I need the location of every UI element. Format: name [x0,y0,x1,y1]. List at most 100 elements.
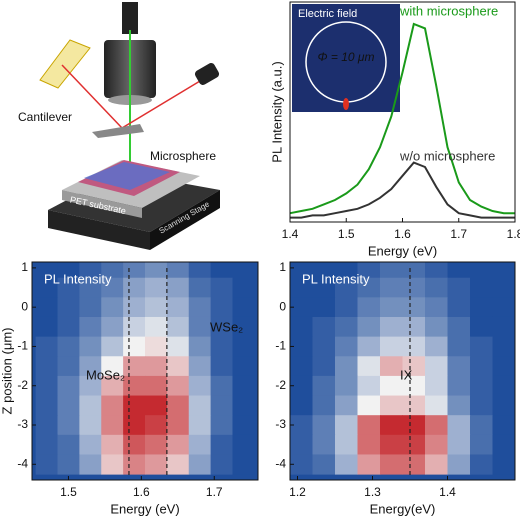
heatmap-cell [290,434,313,455]
heatmap-cell [312,356,336,377]
panel-title: PL Intensity [44,271,112,286]
heatmap-cell [210,356,233,377]
heatmap-cell [210,336,233,357]
heatmap-cell [232,395,255,416]
heatmap-cell [447,297,471,318]
heatmap-cell [312,277,336,298]
heatmap-cell [335,336,358,357]
heatmap-cell [210,415,233,436]
heatmap-cell [123,434,146,455]
heatmap-cell [425,277,448,298]
series-label: with microsphere [399,3,498,18]
x-axis-label: Energy (eV) [110,501,179,516]
heatmap-cell [101,375,124,397]
heatmap-cell [101,454,124,475]
heatmap-cell [232,356,255,377]
heatmap-cell [79,262,102,279]
heatmap-cell [447,356,471,377]
inset-label: Electric field [298,8,357,20]
heatmap-cell [188,356,212,377]
heatmap-cell [335,395,358,416]
heatmap-cell [312,375,336,397]
y-tick-label: -3 [17,417,28,431]
heatmap-cell [492,316,515,338]
heatmap-cell [380,277,403,298]
heatmap-cell [380,434,403,455]
heatmap-cell [145,434,168,455]
heatmap-cell [492,262,515,279]
heatmap-cell [188,454,212,475]
objective-top [122,2,138,34]
heatmap-cell [335,316,358,338]
heatmap-cell [232,454,255,475]
heatmap-cell [35,434,59,455]
heatmap-cell [357,434,381,455]
line-series [289,22,515,215]
heatmap-cell [79,356,102,377]
heatmap-cell [470,395,493,416]
y-tick-label: -1 [17,339,28,353]
heatmap-cell [447,454,471,475]
x-tick-label: 1.6 [394,227,411,241]
heatmap-cell [232,316,255,338]
heatmap-cell [470,375,493,397]
heatmap-cell [425,297,448,318]
heatmap-cell [166,395,190,416]
heatmap-cell [123,454,146,475]
annotation: IX [400,367,413,382]
y-tick-label: -2 [275,378,286,392]
heatmap-cell [357,262,381,279]
heatmap-cell [210,454,233,475]
inset-focus [343,98,349,110]
cantilever [92,124,144,138]
heatmap-cell [470,297,493,318]
heatmap-cell [402,316,426,338]
heatmap-cell [57,415,80,436]
heatmap-cell [145,262,168,279]
y-tick-label: 1 [279,260,286,274]
heatmap-cell [232,297,255,318]
heatmap-cell [232,375,255,397]
heatmap-cell [335,297,358,318]
heatmap-cell [380,262,403,279]
heatmap-cell [357,336,381,357]
heatmap-cell [380,336,403,357]
heatmap-cell [57,395,80,416]
heatmap-cell [357,415,381,436]
heatmap-cell [492,434,515,455]
heatmap-cell [166,454,190,475]
heatmap-cell [290,356,313,377]
heatmap-cell [35,375,59,397]
heatmap-cell [166,356,190,377]
heatmap-cell [380,395,403,416]
heatmap-cell [380,375,403,397]
heatmap-cell [380,415,403,436]
heatmap-cell [447,262,471,279]
heatmap-cell [210,395,233,416]
heatmap-cell [57,297,80,318]
heatmap-cell [492,375,515,397]
heatmap-cell [35,336,59,357]
x-tick-label: 1.4 [439,485,456,499]
y-tick-label: -3 [275,417,286,431]
y-tick-label: 1 [21,260,28,274]
heatmap-cell [357,395,381,416]
heatmap-cell [447,336,471,357]
heatmap-cell [166,262,190,279]
heatmap-cell [232,262,255,279]
heatmap-cell [166,336,190,357]
heatmap-cell [470,316,493,338]
heatmap-cell [402,395,426,416]
heatmap-cell [357,297,381,318]
heatmap-cell [402,415,426,436]
plot-frame [289,1,516,223]
heatmap-cell [166,297,190,318]
heatmap-cell [166,375,190,397]
heatmap-cell [123,277,146,298]
heatmap-cell [492,356,515,377]
heatmap-cell [402,454,426,475]
heatmap-cell [188,415,212,436]
x-tick-label: 1.7 [206,485,223,499]
